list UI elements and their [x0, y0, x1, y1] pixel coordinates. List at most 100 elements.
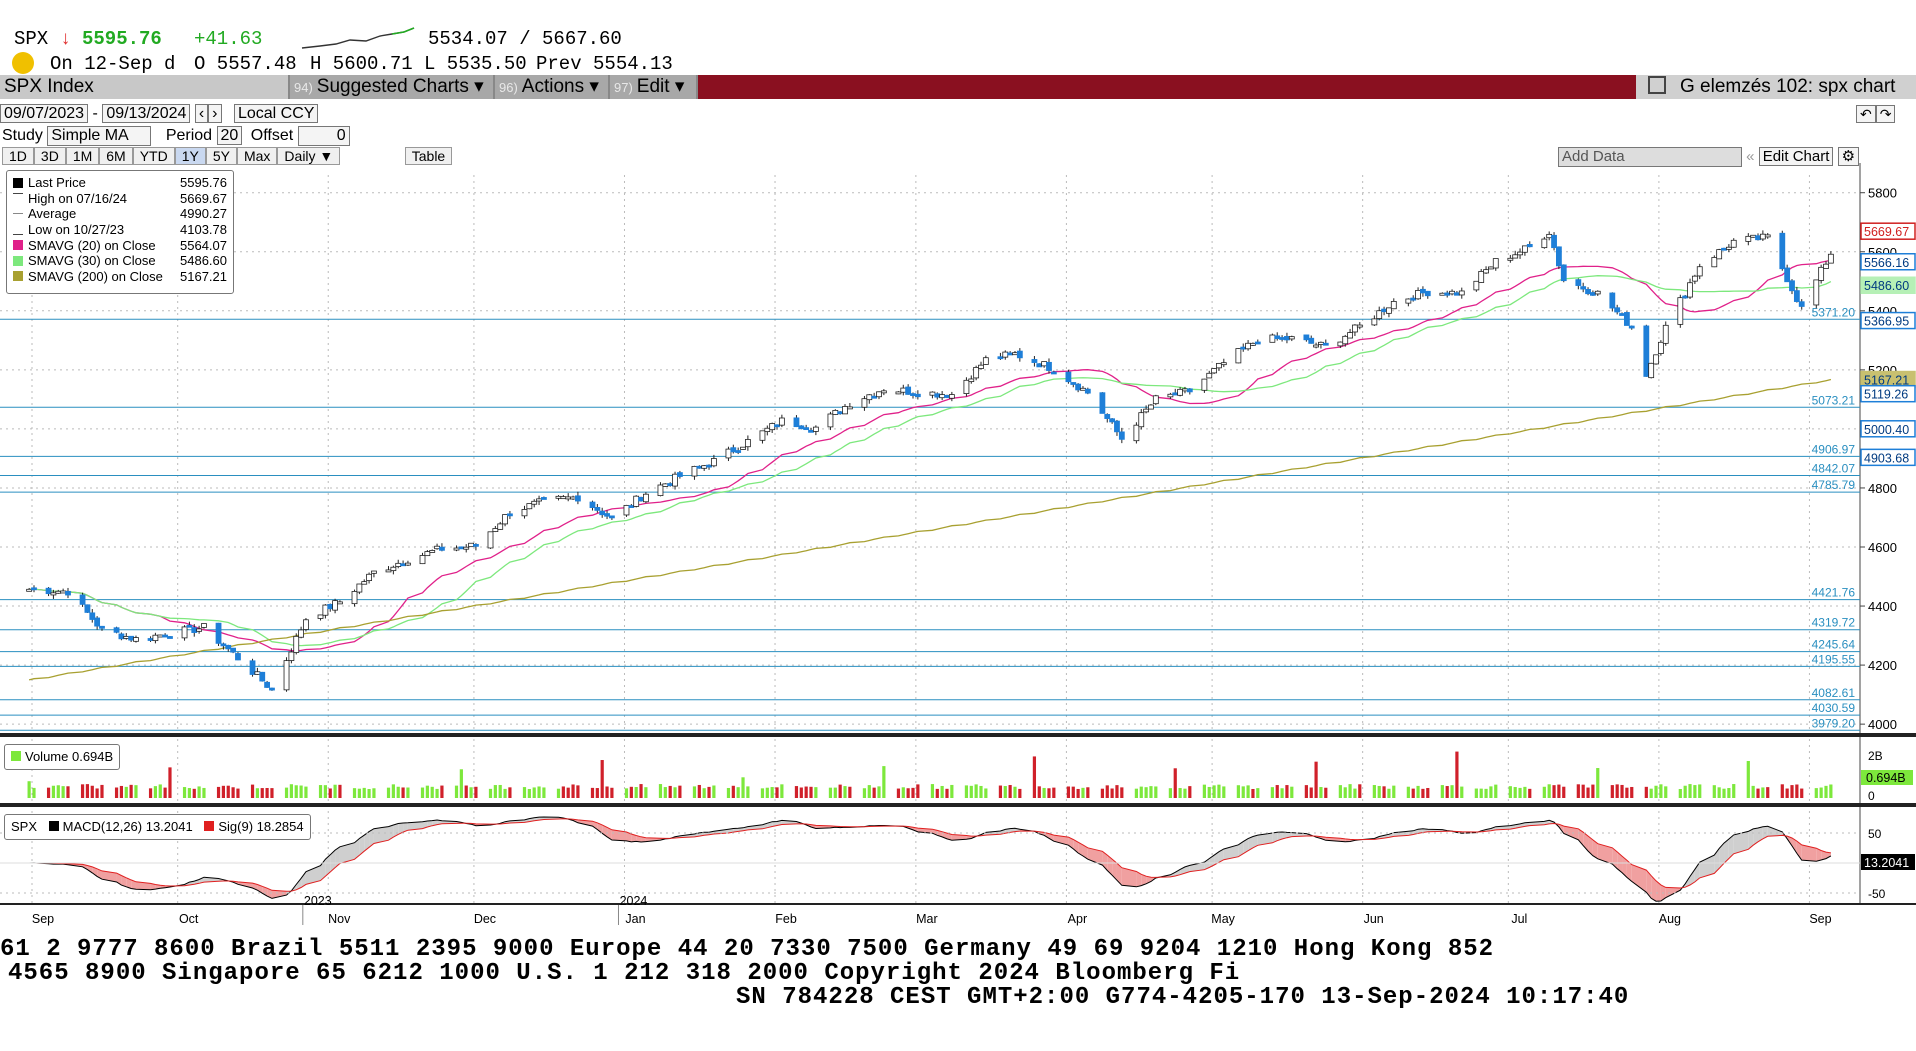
range-3d-button[interactable]: 3D	[33, 147, 66, 165]
range-6m-button[interactable]: 6M	[99, 147, 133, 165]
range-max-button[interactable]: Max	[236, 147, 278, 165]
range-5y-button[interactable]: 5Y	[205, 147, 237, 165]
add-data-input[interactable]: Add Data	[1558, 147, 1742, 167]
volume-bar	[1824, 785, 1828, 798]
candle-body	[419, 555, 426, 565]
volume-bar	[1678, 788, 1682, 798]
candle-body	[1444, 292, 1451, 296]
volume-bar	[401, 787, 405, 798]
date-to-input[interactable]: 09/13/2024	[102, 104, 191, 123]
macd-fill	[631, 834, 637, 842]
volume-bar	[1188, 786, 1192, 798]
candle-body	[201, 623, 207, 628]
price-tag-box	[1860, 384, 1916, 403]
macd-fill	[1728, 834, 1734, 859]
candle-body	[283, 660, 290, 691]
candle-body	[65, 590, 71, 596]
candle-body	[1186, 388, 1193, 393]
candle-body	[1755, 235, 1761, 241]
volume-bar	[673, 787, 677, 798]
volume-bar	[386, 787, 391, 798]
macd-fill	[1243, 838, 1249, 854]
volume-bar	[1358, 784, 1362, 798]
candle-body	[905, 386, 912, 395]
collapse-icon[interactable]: «	[1746, 148, 1755, 165]
volume-bar	[1372, 785, 1376, 798]
candle-body	[599, 510, 606, 516]
currency-select[interactable]: Local CCY	[233, 104, 319, 123]
study-select[interactable]: Simple MA	[47, 126, 152, 146]
range-1m-button[interactable]: 1M	[65, 147, 100, 165]
date-from-input[interactable]: 09/07/2023	[0, 104, 89, 123]
volume-bar	[95, 788, 99, 798]
level-label: 5073.21	[1812, 393, 1856, 407]
candle-body	[1405, 298, 1412, 304]
macd-fill	[1748, 828, 1754, 850]
level-label: 4082.61	[1812, 686, 1856, 700]
range-1d-button[interactable]: 1D	[2, 147, 34, 165]
range-1y-button[interactable]: 1Y	[174, 147, 206, 165]
macd-fill	[150, 883, 156, 890]
y-tick-label: 5800	[1868, 186, 1897, 201]
macd-fill	[932, 829, 938, 836]
volume-bar	[833, 787, 837, 798]
macd-fill	[577, 819, 593, 827]
suggested-charts-menu[interactable]: 94) Suggested Charts ▾	[290, 75, 495, 99]
clock-icon[interactable]	[12, 52, 34, 74]
chart-settings-icon[interactable]: ⚙	[1837, 147, 1860, 166]
legend-swatch	[13, 271, 23, 282]
redo-icon[interactable]: ↷	[1875, 105, 1896, 123]
macd-fill	[267, 888, 272, 899]
external-link-icon[interactable]	[1648, 76, 1666, 94]
macd-fill	[1753, 827, 1759, 846]
volume-bar	[1120, 787, 1124, 798]
macd-fill	[373, 826, 389, 844]
volume-bar	[1348, 784, 1352, 798]
period-input[interactable]: 20	[216, 126, 243, 145]
volume-bar	[634, 787, 638, 798]
macd-fill	[131, 879, 136, 890]
level-label: 4906.97	[1812, 442, 1856, 456]
candle-body	[1517, 251, 1523, 256]
volume-bar	[1052, 787, 1056, 798]
volume-bar	[877, 786, 881, 798]
offset-input[interactable]: 0	[297, 126, 350, 146]
macd-fill	[1082, 844, 1088, 860]
macd-fill	[1690, 869, 1695, 886]
legend-value: 5595.76	[180, 175, 227, 191]
day-range: 5534.07 / 5667.60	[428, 28, 622, 50]
candle-body	[706, 464, 712, 468]
candle-body	[1512, 254, 1519, 259]
candle-body	[1284, 336, 1290, 341]
security-field[interactable]: SPX Index	[0, 75, 290, 99]
candle-body	[196, 628, 203, 632]
candle-body	[589, 501, 596, 509]
candle-body	[1653, 354, 1659, 365]
edit-chart-button[interactable]: Edit Chart	[1758, 147, 1834, 166]
volume-bar	[406, 787, 410, 798]
volume-bar	[333, 784, 337, 798]
actions-menu[interactable]: 96) Actions ▾	[495, 75, 610, 99]
candle-body	[1789, 280, 1795, 292]
legend-row: Low on 10/27/23 4103.78	[13, 222, 227, 238]
frequency-select[interactable]: Daily ▼	[277, 147, 341, 165]
panel-separator	[0, 803, 1916, 807]
candle-body	[1643, 325, 1650, 377]
volume-bar	[930, 784, 935, 798]
chevron-right-icon[interactable]: ›	[208, 104, 222, 123]
chevron-left-icon[interactable]: ‹	[194, 104, 209, 123]
candle-body	[1216, 362, 1222, 369]
edit-menu[interactable]: 97) Edit ▾	[610, 75, 698, 99]
undo-icon[interactable]: ↶	[1856, 105, 1876, 123]
volume-bar	[250, 784, 255, 798]
table-button[interactable]: Table	[404, 147, 453, 165]
candle-body	[468, 542, 474, 548]
volume-bar	[1134, 788, 1138, 798]
chart-name-box[interactable]: G elemzés 102: spx chart	[1636, 75, 1916, 99]
price-tag-label: 5119.26	[1864, 388, 1908, 402]
price-tag-label: 5486.60	[1864, 279, 1909, 293]
year-label: 2024	[620, 894, 648, 908]
volume-swatch	[11, 751, 21, 761]
range-ytd-button[interactable]: YTD	[132, 147, 175, 165]
candle-body	[225, 644, 232, 650]
